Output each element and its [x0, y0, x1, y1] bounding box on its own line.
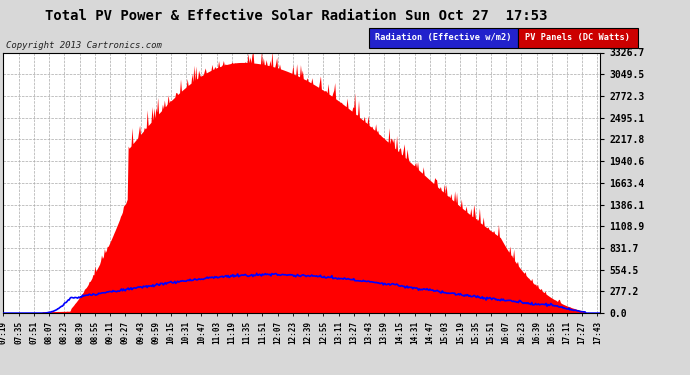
Text: Copyright 2013 Cartronics.com: Copyright 2013 Cartronics.com [6, 41, 161, 50]
Text: Radiation (Effective w/m2): Radiation (Effective w/m2) [375, 33, 511, 42]
Text: Total PV Power & Effective Solar Radiation Sun Oct 27  17:53: Total PV Power & Effective Solar Radiati… [46, 9, 548, 23]
Text: PV Panels (DC Watts): PV Panels (DC Watts) [525, 33, 631, 42]
